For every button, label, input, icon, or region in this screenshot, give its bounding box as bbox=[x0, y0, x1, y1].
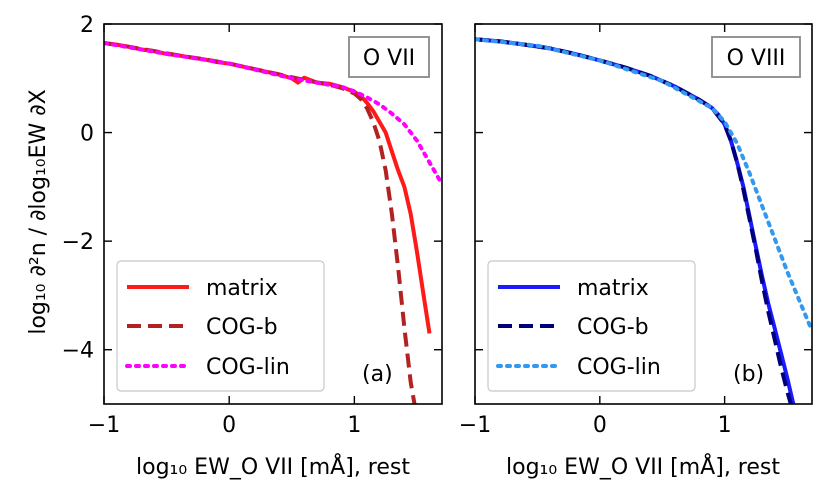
axes-frame-b bbox=[474, 23, 813, 405]
x-tick-label: 1 bbox=[347, 413, 361, 438]
y-tick-label: −2 bbox=[62, 230, 94, 255]
x-tick-label: 0 bbox=[222, 413, 236, 438]
x-tick-label: −1 bbox=[459, 413, 491, 438]
x-tick-label: 0 bbox=[593, 413, 607, 438]
panel-label-a: (a) bbox=[362, 362, 393, 387]
y-tick-label: −4 bbox=[62, 339, 94, 364]
x-tick-label: 1 bbox=[718, 413, 732, 438]
series-lines-b bbox=[475, 37, 812, 404]
series-lines-a bbox=[104, 41, 442, 404]
x-axis-title-b: log₁₀ EW_O VII [mÅ], rest bbox=[506, 453, 780, 480]
panel-o-viii: −1 0 1 O VIII matrix COG-b COG-lin (b) log… bbox=[459, 23, 813, 480]
ion-label-a: O VII bbox=[363, 46, 415, 71]
panel-o-vii: −1 0 1 −4 −2 0 2 O VII matrix COG-b COG-lin (a… bbox=[62, 13, 443, 480]
plot-area-b: −1 0 1 bbox=[459, 23, 813, 438]
ion-label-box-a bbox=[348, 36, 430, 78]
legend-label-cog-b: COG-b bbox=[206, 315, 278, 340]
legend-label-cog-lin: COG-lin bbox=[577, 355, 661, 380]
series-line-cog-lin bbox=[104, 41, 442, 187]
legend-label-cog-lin: COG-lin bbox=[206, 355, 290, 380]
ion-label-box-b bbox=[711, 36, 801, 78]
y-axis-title: log₁₀ ∂²n / ∂log₁₀EW ∂X bbox=[26, 89, 51, 334]
legend-label-cog-b: COG-b bbox=[577, 315, 649, 340]
y-tick-label: 0 bbox=[80, 122, 94, 147]
legend-box-a bbox=[116, 260, 325, 392]
legend-label-matrix: matrix bbox=[206, 276, 278, 301]
x-tick-label: −1 bbox=[88, 413, 120, 438]
ticks-b: −1 0 1 bbox=[459, 23, 812, 438]
ticks-a: −1 0 1 −4 −2 0 2 bbox=[62, 13, 442, 438]
series-line-cog-lin bbox=[475, 37, 812, 333]
legend-box-b bbox=[487, 260, 696, 392]
panel-label-b: (b) bbox=[733, 362, 764, 387]
legend-b: matrix COG-b COG-lin bbox=[487, 260, 696, 392]
y-tick-label: 2 bbox=[80, 13, 94, 38]
plot-area-a: −1 0 1 −4 −2 0 2 bbox=[62, 13, 443, 438]
ion-label-b: O VIII bbox=[727, 46, 786, 71]
legend-label-matrix: matrix bbox=[577, 276, 649, 301]
legend-a: matrix COG-b COG-lin bbox=[116, 260, 325, 392]
x-axis-title-a: log₁₀ EW_O VII [mÅ], rest bbox=[136, 453, 410, 480]
axes-frame-a bbox=[103, 23, 443, 405]
